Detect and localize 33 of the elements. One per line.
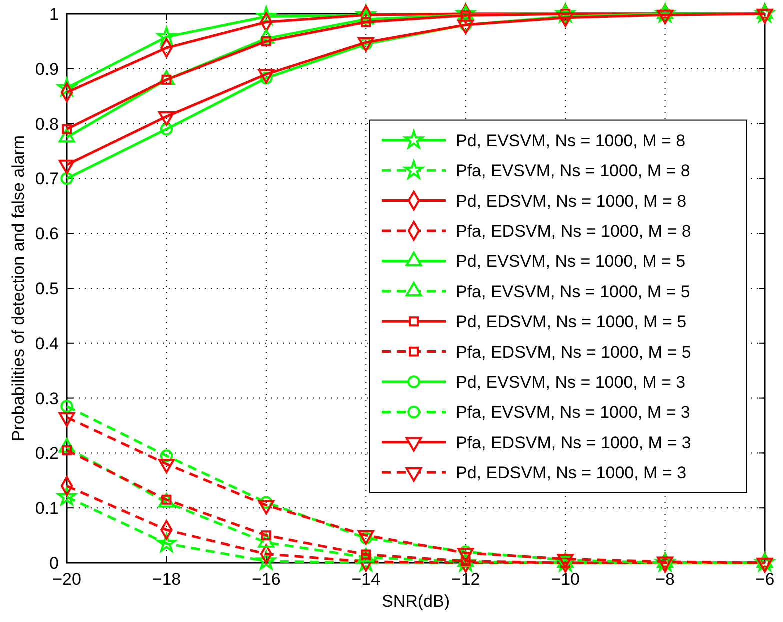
x-tick-label: −10 [551,570,580,589]
legend-label: Pd, EDSVM, Ns = 1000, M = 5 [456,312,687,332]
legend-label: Pfa, EDSVM, Ns = 1000, M = 5 [456,342,692,362]
x-axis-title: SNR(dB) [382,592,450,611]
y-tick-label: 0.9 [35,60,59,79]
x-tick-label: −6 [755,570,775,589]
legend-label: Pfa, EDSVM, Ns = 1000, M = 3 [456,433,692,452]
y-tick-label: 1 [50,4,59,24]
legend-label: Pd, EDSVM, Ns = 1000, M = 8 [456,192,687,211]
legend-label: Pd, EDSVM, Ns = 1000, M = 3 [456,464,687,483]
x-tick-label: −14 [352,570,381,589]
y-tick-label: 0.3 [35,389,59,408]
y-tick-label: 0.6 [35,224,59,244]
legend-label: Pfa, EVSVM, Ns = 1000, M = 5 [456,282,690,302]
legend-label: Pfa, EDSVM, Ns = 1000, M = 8 [456,222,692,241]
y-tick-label: 0.1 [35,499,59,518]
y-tick-label: 0.4 [35,334,59,354]
x-tick-label: −12 [451,570,480,589]
x-tick-label: −18 [152,570,182,589]
legend-label: Pfa, EVSVM, Ns = 1000, M = 8 [456,162,690,181]
y-tick-label: 0 [50,554,59,573]
y-axis-title: Probabilities of detection and false alarm [9,135,28,442]
x-tick-label: −20 [52,570,82,589]
legend-label: Pfa, EVSVM, Ns = 1000, M = 3 [456,403,690,422]
x-tick-label: −8 [656,570,675,589]
legend-label: Pd, EVSVM, Ns = 1000, M = 5 [456,252,686,272]
y-tick-label: 0.8 [35,114,59,134]
y-tick-label: 0.2 [35,444,59,464]
legend-label: Pd, EVSVM, Ns = 1000, M = 3 [456,372,686,392]
y-tick-label: 0.7 [35,170,59,189]
y-tick-label: 0.5 [35,279,59,298]
legend-label: Pd, EVSVM, Ns = 1000, M = 8 [456,131,686,150]
x-tick-label: −16 [252,570,281,589]
